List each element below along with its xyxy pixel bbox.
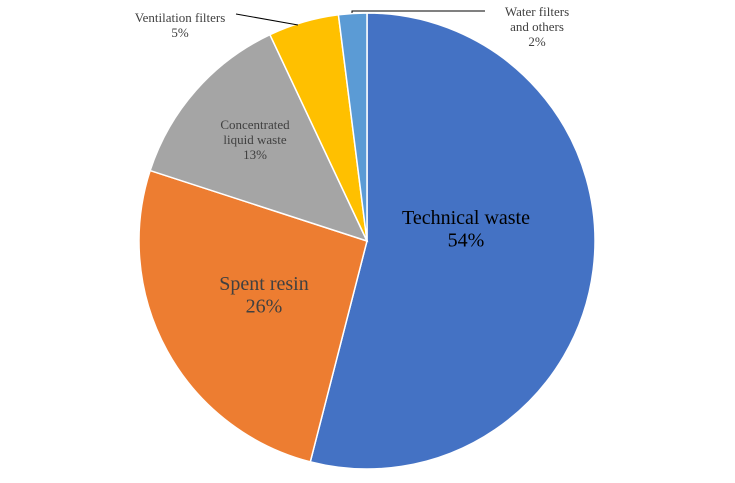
pie-slice (309, 12, 596, 470)
slice-label-line: Ventilation filters (135, 10, 226, 25)
slice-label-line: Concentrated (220, 117, 290, 132)
slice-label-line: Spent resin (219, 273, 308, 295)
leader-line (351, 10, 485, 13)
leader-line (235, 13, 299, 26)
slice-label-line: Water filters (505, 4, 569, 19)
slice-label-line: and others (510, 19, 564, 34)
pie-slice (149, 33, 369, 243)
value-label: 5% (171, 25, 189, 40)
pie-slice (337, 12, 368, 242)
slice-label: Concentrated liquid waste (220, 117, 290, 147)
slice-label-line: Technical waste (402, 207, 530, 229)
slice-label: Spent resin (219, 273, 308, 295)
slice-label-line: liquid waste (223, 132, 286, 147)
value-label: 13% (243, 147, 267, 162)
slice-label: Ventilation filters (135, 10, 226, 25)
value-label: 26% (246, 296, 283, 318)
value-label: 2% (528, 34, 546, 49)
pie-slice (138, 169, 368, 463)
slice-label: Technical waste (402, 207, 530, 229)
slice-label: Water filters and others (505, 4, 569, 34)
value-label: 54% (448, 230, 485, 252)
